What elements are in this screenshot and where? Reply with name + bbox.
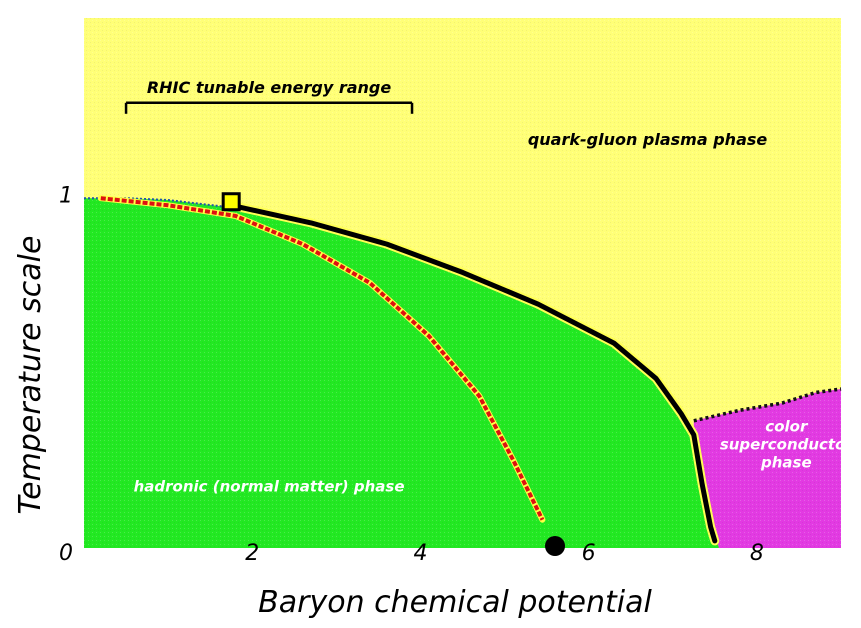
plot-texture <box>84 18 841 548</box>
y-tick-label: 1 <box>59 184 73 209</box>
x-tick-label: 0 <box>59 541 73 566</box>
x-tick-label: 4 <box>413 541 427 566</box>
qgp-phase-label: quark-gluon plasma phase <box>528 130 768 149</box>
y-axis-ticks: 1 <box>59 184 73 209</box>
superconductor-boundary-line <box>693 387 842 423</box>
color-superconductor-phase-label: color superconductor phase <box>720 417 855 471</box>
hadronic-phase-label: hadronic (normal matter) phase <box>134 477 405 495</box>
critical-point-marker <box>221 192 241 212</box>
phase-label-line: quark-gluon plasma phase <box>528 130 768 149</box>
y-axis-label: Temperature scale <box>13 236 48 515</box>
freezeout-curve <box>100 196 545 521</box>
transition-line <box>228 202 718 544</box>
phase-curves <box>84 195 842 546</box>
phase-label-line: hadronic (normal matter) phase <box>134 477 405 495</box>
nuclear-matter-point <box>545 536 566 556</box>
phase-label-line: phase <box>760 453 812 471</box>
phase-label-line: superconductor <box>720 435 855 453</box>
x-tick-label: 6 <box>582 541 596 566</box>
x-axis-label: Baryon chemical potential <box>258 585 652 620</box>
rhic-range-label: RHIC tunable energy range <box>147 78 392 97</box>
phase-labels: quark-gluon plasma phase hadronic (norma… <box>134 78 855 496</box>
x-tick-label: 2 <box>245 541 259 566</box>
phase-label-line: color <box>765 417 809 435</box>
phase-markers <box>221 192 566 556</box>
x-axis-ticks: 0 2 4 6 8 <box>59 541 764 566</box>
x-tick-label: 8 <box>750 541 764 566</box>
rhic-range-bar <box>124 101 414 114</box>
